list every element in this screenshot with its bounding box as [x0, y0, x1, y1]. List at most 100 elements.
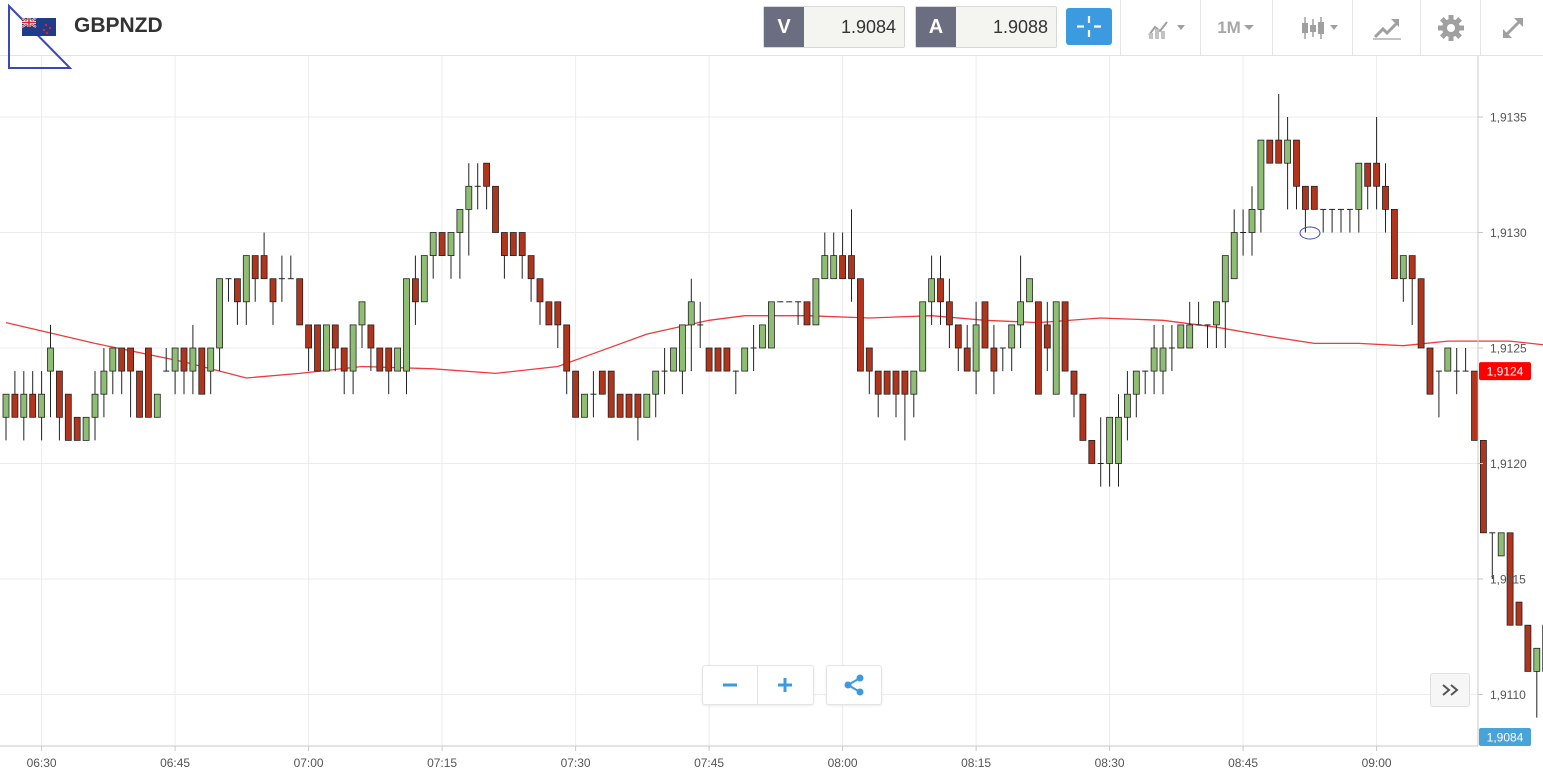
candle — [714, 347, 722, 372]
candle — [1284, 117, 1291, 210]
candle-body — [349, 324, 357, 372]
candle-body — [29, 393, 37, 418]
settings-button[interactable] — [1420, 0, 1481, 55]
zoom-out-icon — [723, 683, 737, 687]
candle — [20, 371, 28, 441]
candle — [242, 255, 250, 325]
candle — [1008, 324, 1016, 372]
crosshair-button[interactable] — [1066, 8, 1112, 45]
candle-body — [38, 393, 45, 418]
candle-body — [171, 347, 179, 372]
candle-body — [1417, 278, 1425, 349]
candle — [803, 301, 811, 326]
candle — [1382, 163, 1389, 233]
timeframe-dropdown[interactable]: 1M — [1200, 0, 1273, 55]
candle — [1408, 255, 1416, 325]
candle — [527, 255, 535, 302]
candle-body — [1035, 301, 1042, 395]
candle-body — [1497, 532, 1505, 557]
candle — [394, 347, 402, 372]
candle — [465, 163, 473, 256]
candle-body — [857, 278, 864, 372]
candle — [1346, 208, 1353, 233]
chart-type-dropdown[interactable] — [1120, 0, 1201, 55]
candle — [812, 278, 820, 326]
candle — [1444, 347, 1452, 372]
candle-body — [483, 162, 491, 187]
candle — [910, 370, 918, 418]
candle — [1489, 532, 1496, 579]
candle — [305, 324, 313, 372]
candle-body — [1177, 324, 1185, 349]
candle-body — [545, 301, 553, 326]
candle-body — [928, 278, 935, 303]
candle — [1017, 255, 1024, 348]
candle-body — [821, 255, 829, 280]
corner-triangle-icon — [8, 3, 73, 69]
candle — [1266, 139, 1274, 164]
candle — [590, 371, 597, 418]
candle-body — [447, 232, 455, 257]
candle — [928, 255, 935, 325]
candle-style-dropdown[interactable] — [1272, 0, 1353, 55]
candle-body — [1408, 255, 1416, 280]
candle — [563, 324, 571, 395]
zoom-in-button[interactable] — [758, 666, 812, 704]
candle-body — [136, 370, 143, 418]
candle-body — [198, 347, 206, 395]
candle-body — [403, 278, 410, 372]
sell-price: 1.9084 — [840, 16, 896, 37]
candle — [1524, 624, 1532, 672]
buy-price-box[interactable]: A 1.9088 — [915, 6, 1057, 48]
candle — [1079, 393, 1087, 441]
candle — [492, 185, 499, 233]
candle — [11, 371, 19, 418]
candle-body — [919, 301, 927, 372]
time-tick-label: 09:00 — [1362, 756, 1392, 770]
price-tick-label: 1,9130 — [1490, 226, 1527, 240]
candle — [545, 301, 553, 326]
share-button[interactable] — [826, 665, 882, 705]
zoom-in-icon — [778, 678, 792, 692]
candle — [216, 278, 224, 372]
candle-body — [420, 255, 428, 303]
candle-body — [803, 301, 811, 326]
candle — [821, 232, 829, 280]
candle-body — [305, 324, 313, 349]
candle — [795, 301, 802, 325]
price-tick-label: 1,9120 — [1490, 457, 1527, 471]
candle — [420, 255, 428, 303]
candle-body — [946, 301, 953, 326]
candle — [171, 347, 179, 395]
candle — [2, 393, 10, 441]
candle-body — [901, 370, 909, 395]
candle-body — [883, 370, 891, 395]
candle — [1364, 162, 1372, 210]
candle — [1515, 601, 1523, 626]
candle — [679, 324, 686, 395]
fullscreen-button[interactable] — [1480, 0, 1543, 55]
zoom-out-button[interactable] — [703, 666, 758, 704]
candle-body — [1284, 139, 1291, 164]
candle — [1230, 209, 1238, 280]
candle — [38, 371, 45, 441]
scroll-to-latest-button[interactable] — [1430, 673, 1470, 707]
candle — [296, 278, 304, 326]
candle-body — [723, 347, 731, 372]
drawing-tools-button[interactable] — [1352, 0, 1421, 55]
candle-body — [1364, 162, 1372, 187]
candle-body — [340, 347, 348, 372]
candle — [47, 324, 54, 418]
sell-tag: V — [764, 7, 804, 47]
candle — [750, 324, 757, 372]
candle-body — [625, 393, 633, 418]
candle-body — [100, 370, 108, 395]
candle-body — [216, 278, 224, 349]
candle-body — [572, 370, 579, 418]
candle-body — [438, 232, 446, 257]
candle — [830, 232, 838, 280]
candle — [136, 370, 143, 418]
sell-price-box[interactable]: V 1.9084 — [763, 6, 905, 48]
chevron-down-icon — [1243, 24, 1254, 30]
